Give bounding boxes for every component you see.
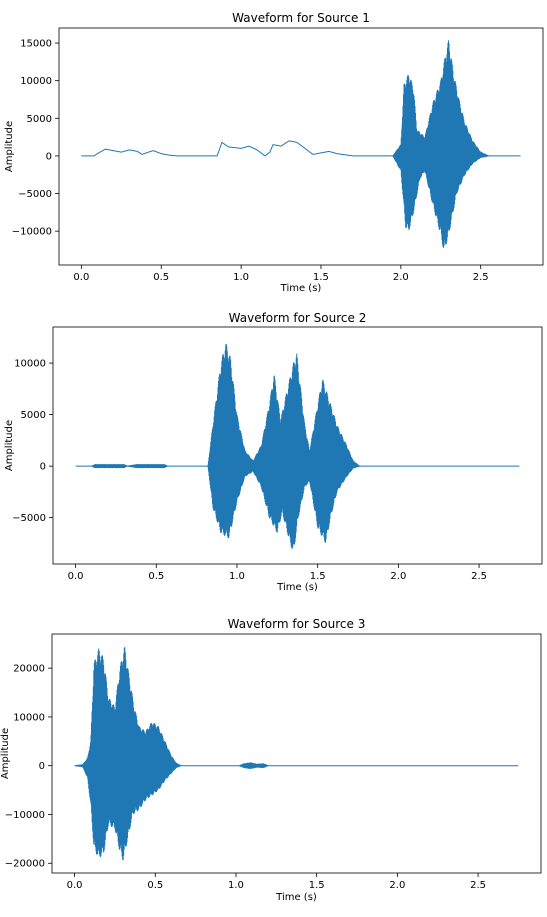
y-axis-label: Amplitude: [4, 420, 15, 471]
y-tick-label: −10000: [5, 810, 45, 821]
y-tick-label: −5000: [18, 189, 52, 200]
y-axis-label: Amplitude: [4, 121, 15, 172]
x-axis-label: Time (s): [276, 582, 318, 593]
x-tick-label: 1.5: [309, 880, 325, 891]
chart-title: Waveform for Source 3: [228, 617, 366, 631]
chart-title: Waveform for Source 2: [229, 311, 367, 325]
x-tick-label: 2.5: [473, 272, 489, 283]
x-tick-label: 1.0: [229, 571, 245, 582]
x-tick-label: 2.0: [389, 880, 405, 891]
x-tick-label: 1.0: [233, 272, 249, 283]
chart-2: Waveform for Source 2 0.0 0.5 1.0 1.5 2.0 2.5 −…: [4, 311, 543, 593]
x-axis-label: Time (s): [280, 283, 322, 294]
chart-title: Waveform for Source 1: [232, 11, 370, 25]
x-tick-label: 0.0: [73, 272, 89, 283]
x-tick-label: 0.5: [148, 571, 164, 582]
x-tick-label: 0.0: [68, 571, 84, 582]
chart-3: Waveform for Source 3 0.0 0.5 1.0 1.5 2.0 2.5 −…: [0, 617, 542, 903]
y-tick-label: −20000: [5, 859, 45, 870]
x-tick-label: 0.0: [67, 880, 83, 891]
x-tick-label: 0.5: [147, 880, 163, 891]
y-tick-label: 0: [39, 761, 45, 772]
x-tick-label: 1.0: [228, 880, 244, 891]
plot-frame: [52, 326, 543, 565]
plot-frame: [58, 27, 544, 266]
waveform-line: [74, 647, 519, 861]
y-tick-label: −10000: [12, 227, 52, 238]
x-axis-label: Time (s): [275, 892, 317, 903]
chart-1: Waveform for Source 1 0.0 0.5 1.0 1.5 2.0 2.5 −…: [4, 11, 544, 294]
y-tick-label: 10000: [14, 359, 46, 370]
x-tick-label: 1.5: [310, 571, 326, 582]
y-tick-label: 0: [46, 151, 52, 162]
y-tick-label: 5000: [21, 410, 46, 421]
y-tick-label: 5000: [27, 114, 52, 125]
y-tick-label: −5000: [12, 513, 46, 524]
x-tick-label: 2.5: [471, 571, 487, 582]
x-tick-label: 2.0: [390, 571, 406, 582]
y-tick-label: 15000: [20, 39, 52, 50]
waveform-line: [80, 40, 521, 248]
x-tick-label: 2.0: [393, 272, 409, 283]
y-tick-label: 0: [40, 462, 46, 473]
y-tick-label: 20000: [13, 664, 45, 675]
y-tick-label: 10000: [13, 712, 45, 723]
x-tick-label: 0.5: [153, 272, 169, 283]
waveform-line: [75, 343, 520, 549]
plot-frame: [51, 633, 542, 874]
x-tick-label: 2.5: [470, 880, 486, 891]
y-tick-label: 10000: [20, 76, 52, 87]
y-axis-label: Amplitude: [0, 728, 11, 779]
x-tick-label: 1.5: [313, 272, 329, 283]
